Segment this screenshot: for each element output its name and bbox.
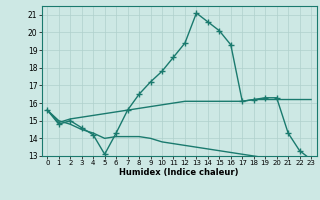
X-axis label: Humidex (Indice chaleur): Humidex (Indice chaleur) <box>119 168 239 177</box>
